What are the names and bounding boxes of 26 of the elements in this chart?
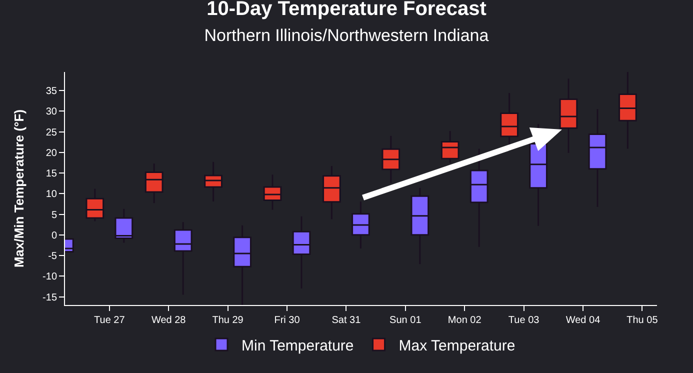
y-tick-label: 20 [46,148,58,159]
y-tick-label: 15 [46,168,58,180]
y-tick-label: 0 [51,230,58,242]
y-tick-label: 30 [46,106,58,118]
y-tick-label: -5 [48,251,58,262]
y-tick-label: -15 [42,292,58,304]
x-tick-label: Thu 05 [626,315,658,326]
y-axis-title: Max/Min Temperature (°F) [11,109,26,268]
x-tick-label: Wed 04 [566,315,601,326]
x-tick-label: Mon 02 [448,315,482,326]
x-tick-label: Sun 01 [390,315,422,326]
x-tick-label: Wed 28 [151,315,186,326]
y-tick-label: 10 [46,189,58,200]
x-tick-label: Sat 31 [332,315,362,326]
y-tick-label: -10 [42,272,58,283]
legend-label: Max Temperature [398,337,516,354]
x-tick-label: Tue 03 [508,315,540,326]
y-tick-label: 5 [51,210,58,221]
x-tick-label: Tue 27 [94,315,126,326]
chart-subtitle: Northern Illinois/Northwestern Indiana [204,26,490,45]
y-tick-label: 35 [46,86,58,98]
x-tick-label: Fri 30 [274,315,300,326]
legend-label: Min Temperature [242,337,354,354]
y-tick-label: 25 [46,127,58,138]
chart-title: 10-Day Temperature Forecast [206,0,487,20]
x-tick-label: Thu 29 [212,315,244,326]
